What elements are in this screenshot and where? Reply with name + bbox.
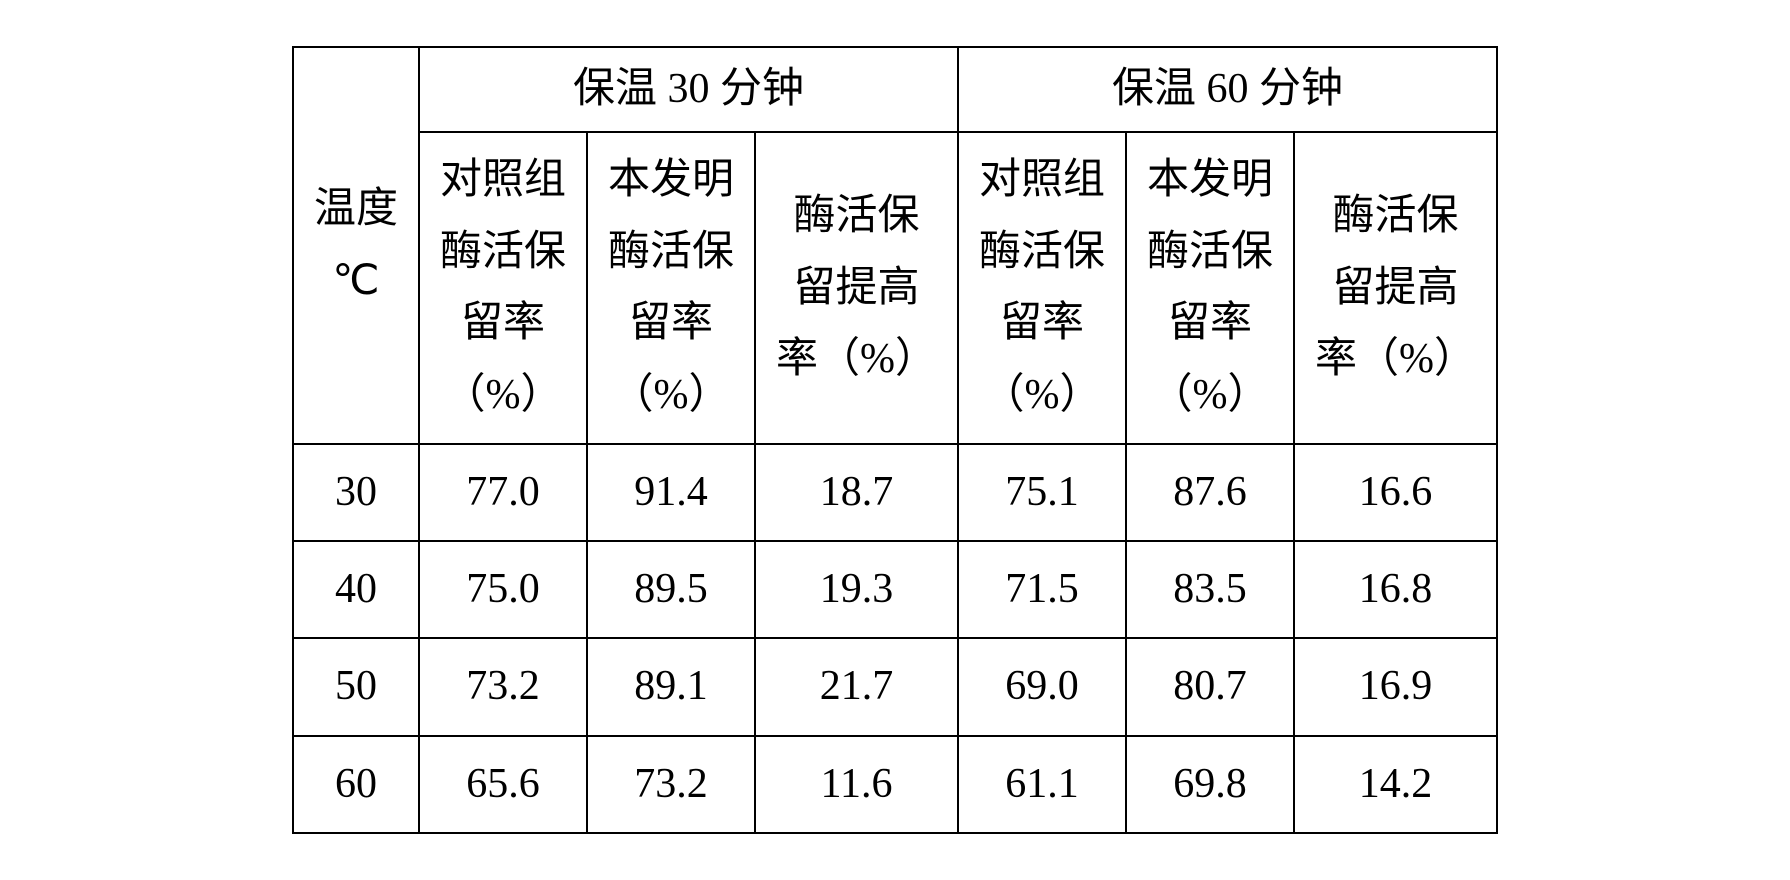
sub-header-control-30: 对照组酶活保留率（%） — [419, 132, 587, 444]
data-cell: 83.5 — [1126, 541, 1294, 638]
sub-header-invention-30: 本发明酶活保留率（%） — [587, 132, 755, 444]
data-cell: 19.3 — [755, 541, 958, 638]
data-cell: 21.7 — [755, 638, 958, 735]
sub-header-improvement-30: 酶活保留提高率（%） — [755, 132, 958, 444]
group-header-60min: 保温 60 分钟 — [958, 47, 1497, 132]
table-row: 60 65.6 73.2 11.6 61.1 69.8 14.2 — [293, 736, 1497, 833]
data-cell: 16.6 — [1294, 444, 1497, 541]
data-cell: 89.1 — [587, 638, 755, 735]
data-cell: 73.2 — [419, 638, 587, 735]
table-body: 30 77.0 91.4 18.7 75.1 87.6 16.6 40 75.0… — [293, 444, 1497, 833]
temp-cell: 40 — [293, 541, 419, 638]
data-cell: 14.2 — [1294, 736, 1497, 833]
temp-cell: 50 — [293, 638, 419, 735]
data-cell: 89.5 — [587, 541, 755, 638]
row-header-temperature: 温度℃ — [293, 47, 419, 444]
group-header-30min: 保温 30 分钟 — [419, 47, 958, 132]
data-cell: 80.7 — [1126, 638, 1294, 735]
table-row: 30 77.0 91.4 18.7 75.1 87.6 16.6 — [293, 444, 1497, 541]
data-cell: 16.9 — [1294, 638, 1497, 735]
data-cell: 73.2 — [587, 736, 755, 833]
data-cell: 69.0 — [958, 638, 1126, 735]
data-cell: 18.7 — [755, 444, 958, 541]
data-cell: 75.1 — [958, 444, 1126, 541]
enzyme-activity-table: 温度℃ 保温 30 分钟 保温 60 分钟 对照组酶活保留率（%） 本发明酶活保… — [292, 46, 1498, 834]
data-cell: 71.5 — [958, 541, 1126, 638]
data-cell: 77.0 — [419, 444, 587, 541]
data-cell: 75.0 — [419, 541, 587, 638]
temp-cell: 30 — [293, 444, 419, 541]
sub-header-invention-60: 本发明酶活保留率（%） — [1126, 132, 1294, 444]
data-cell: 69.8 — [1126, 736, 1294, 833]
data-cell: 65.6 — [419, 736, 587, 833]
table-row: 50 73.2 89.1 21.7 69.0 80.7 16.9 — [293, 638, 1497, 735]
data-cell: 61.1 — [958, 736, 1126, 833]
data-cell: 16.8 — [1294, 541, 1497, 638]
sub-header-control-60: 对照组酶活保留率（%） — [958, 132, 1126, 444]
sub-header-improvement-60: 酶活保留提高率（%） — [1294, 132, 1497, 444]
data-cell: 91.4 — [587, 444, 755, 541]
data-cell: 87.6 — [1126, 444, 1294, 541]
data-cell: 11.6 — [755, 736, 958, 833]
temp-cell: 60 — [293, 736, 419, 833]
table-row: 40 75.0 89.5 19.3 71.5 83.5 16.8 — [293, 541, 1497, 638]
